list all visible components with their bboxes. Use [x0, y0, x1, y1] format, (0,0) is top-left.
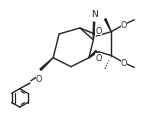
- Text: N: N: [91, 10, 98, 19]
- Polygon shape: [89, 51, 97, 58]
- Polygon shape: [93, 32, 95, 40]
- Polygon shape: [105, 20, 111, 32]
- Text: O: O: [36, 75, 42, 83]
- Text: O: O: [95, 26, 102, 35]
- Text: O: O: [121, 21, 127, 29]
- Text: O: O: [121, 59, 127, 68]
- Polygon shape: [40, 58, 53, 71]
- Text: O: O: [95, 53, 102, 62]
